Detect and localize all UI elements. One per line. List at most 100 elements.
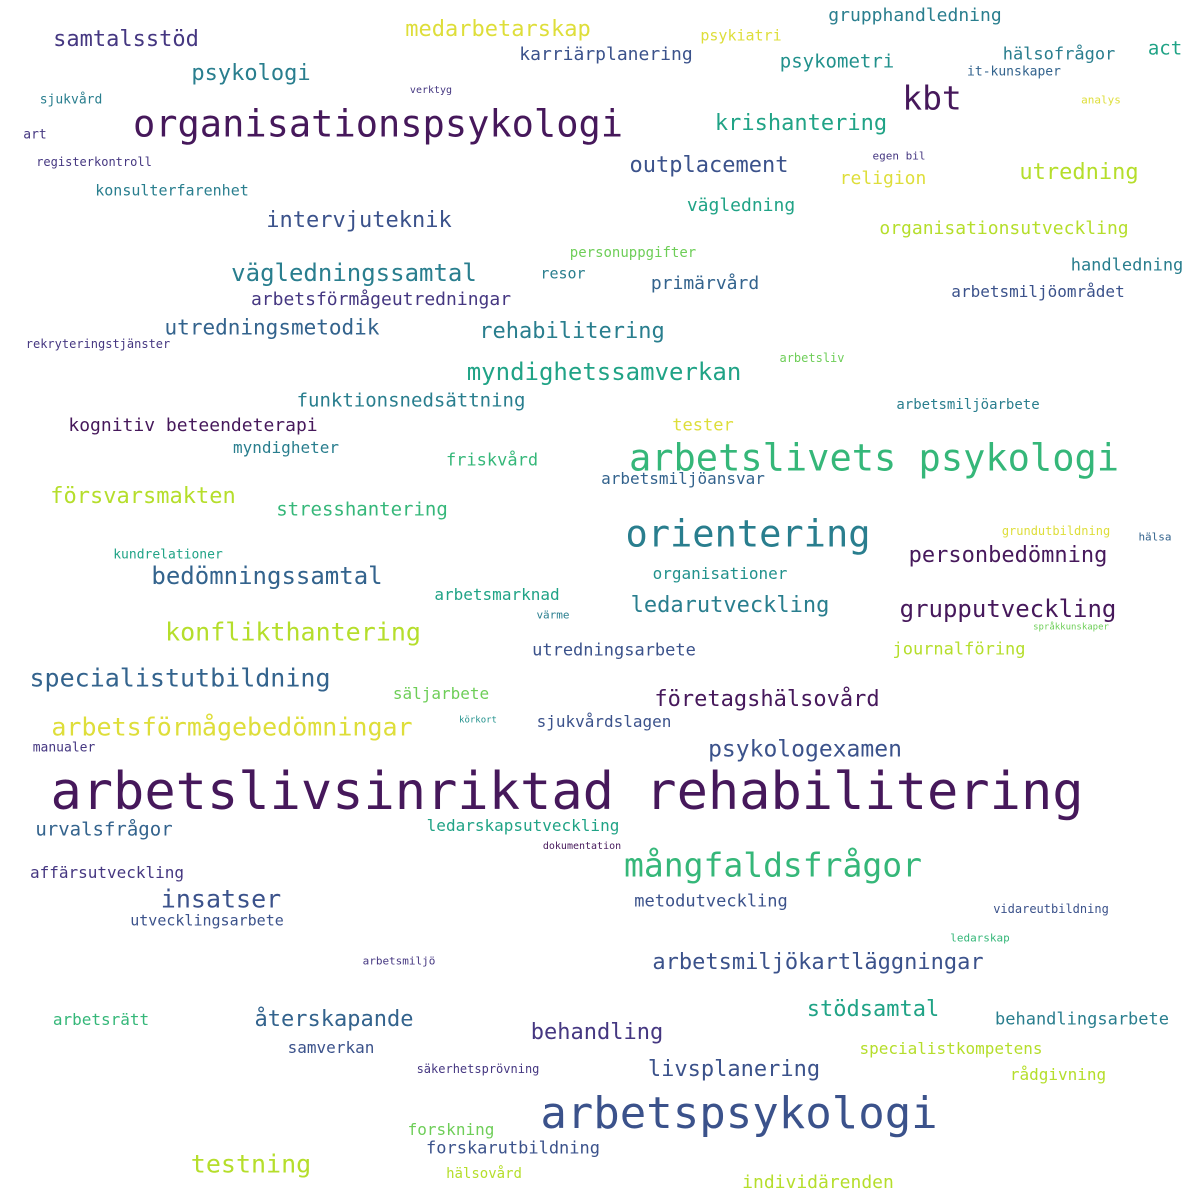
cloud-word: sjukvårdslagen xyxy=(536,712,672,731)
cloud-word: krishantering xyxy=(714,111,888,136)
cloud-word: grupputveckling xyxy=(899,595,1117,623)
cloud-word: ledarskapsutveckling xyxy=(426,816,620,835)
cloud-word: ledarskap xyxy=(950,931,1010,945)
cloud-word: individärenden xyxy=(742,1172,894,1193)
cloud-word: grupphandledning xyxy=(828,5,1002,26)
cloud-word: grundutbildning xyxy=(1001,524,1111,538)
cloud-word: arbetslivets psykologi xyxy=(628,436,1120,480)
cloud-word: stödsamtal xyxy=(806,997,940,1022)
cloud-word: psykometri xyxy=(779,50,895,73)
cloud-word: kognitiv beteendeterapi xyxy=(68,415,318,436)
cloud-word: sjukvård xyxy=(39,92,103,108)
cloud-word: resor xyxy=(540,264,586,283)
cloud-word: urvalsfrågor xyxy=(35,818,173,841)
cloud-word: arbetsliv xyxy=(779,351,845,365)
cloud-word: tester xyxy=(672,415,734,436)
cloud-word: försvarsmakten xyxy=(50,484,236,509)
cloud-word: manualer xyxy=(32,740,96,756)
cloud-word: art xyxy=(23,127,47,143)
cloud-word: vägledning xyxy=(686,195,796,216)
cloud-word: analys xyxy=(1081,93,1121,107)
cloud-word: stresshantering xyxy=(276,498,448,521)
cloud-word: rehabilitering xyxy=(479,319,665,344)
cloud-word: utvecklingsarbete xyxy=(130,911,284,930)
cloud-word: religion xyxy=(839,168,927,189)
cloud-word: konflikthantering xyxy=(165,617,421,647)
cloud-word: arbetsmiljöarbete xyxy=(896,397,1040,413)
cloud-word: organisationsutveckling xyxy=(879,218,1129,239)
cloud-word: arbetsrätt xyxy=(52,1010,150,1029)
cloud-word: säljarbete xyxy=(392,684,490,703)
cloud-word: vägledningssamtal xyxy=(231,259,477,287)
cloud-word: hälsofrågor xyxy=(1002,44,1116,65)
cloud-word: myndigheter xyxy=(233,438,339,457)
cloud-word: organisationer xyxy=(652,564,788,583)
cloud-word: outplacement xyxy=(629,153,789,178)
cloud-word: insatser xyxy=(160,884,282,914)
cloud-word: metodutveckling xyxy=(634,891,788,912)
cloud-word: intervjuteknik xyxy=(266,208,452,233)
cloud-word: forskarutbildning xyxy=(426,1138,600,1159)
cloud-word: arbetsförmågebedömningar xyxy=(51,712,413,742)
cloud-word: vidareutbildning xyxy=(993,902,1109,916)
cloud-word: mångfaldsfrågor xyxy=(623,845,923,885)
cloud-word: karriärplanering xyxy=(519,44,693,65)
cloud-word: konsulterfarenhet xyxy=(95,181,249,200)
cloud-word: kbt xyxy=(902,78,962,118)
cloud-word: arbetsmiljö xyxy=(362,954,436,968)
cloud-word: personuppgifter xyxy=(569,245,697,261)
cloud-word: körkort xyxy=(459,715,497,726)
cloud-word: handledning xyxy=(1070,255,1184,276)
cloud-word: utredningsmetodik xyxy=(164,315,380,340)
cloud-word: act xyxy=(1147,37,1183,60)
cloud-word: värme xyxy=(536,608,570,622)
cloud-word: friskvård xyxy=(445,450,539,471)
cloud-word: rekryteringstjänster xyxy=(25,337,171,351)
cloud-word: registerkontroll xyxy=(36,155,152,169)
cloud-word: samverkan xyxy=(287,1038,375,1057)
cloud-word: hälsovård xyxy=(446,1166,522,1182)
cloud-word: livsplanering xyxy=(647,1057,821,1082)
cloud-word: säkerhetsprövning xyxy=(416,1062,540,1076)
cloud-word: dokumentation xyxy=(542,841,622,852)
cloud-word: rådgivning xyxy=(1009,1065,1107,1084)
cloud-word: bedömningssamtal xyxy=(151,562,383,590)
cloud-word: personbedömning xyxy=(908,543,1108,568)
cloud-word: kundrelationer xyxy=(113,547,223,563)
cloud-word: testning xyxy=(190,1149,312,1179)
cloud-word: återskapande xyxy=(254,1007,414,1032)
cloud-word: företagshälsovård xyxy=(654,687,880,712)
cloud-word: arbetsmiljökartläggningar xyxy=(652,950,984,975)
cloud-word: egen bil xyxy=(872,149,926,163)
cloud-word: arbetsförmågeutredningar xyxy=(250,289,512,310)
cloud-word: utredning xyxy=(1019,160,1139,185)
cloud-word: affärsutveckling xyxy=(29,863,185,882)
cloud-word: arbetslivsinriktad rehabilitering xyxy=(50,762,1084,822)
cloud-word: samtalsstöd xyxy=(53,27,199,52)
cloud-word: funktionsnedsättning xyxy=(296,389,526,412)
cloud-word: organisationspsykologi xyxy=(132,102,624,146)
cloud-word: it-kunskaper xyxy=(967,64,1061,80)
cloud-word: ledarutveckling xyxy=(630,593,830,618)
cloud-word: behandling xyxy=(530,1020,664,1045)
cloud-word: språkkunskaper xyxy=(1033,622,1109,633)
cloud-word: arbetsmiljöområdet xyxy=(951,282,1125,301)
cloud-word: specialistutbildning xyxy=(29,663,331,693)
cloud-word: utredningsarbete xyxy=(532,640,696,661)
cloud-word: psykologi xyxy=(191,61,311,86)
cloud-word: forskning xyxy=(407,1120,495,1139)
cloud-word: arbetsmiljöansvar xyxy=(601,469,765,488)
cloud-word: medarbetarskap xyxy=(405,17,591,42)
cloud-word: arbetsmarknad xyxy=(434,585,560,604)
cloud-word: psykiatri xyxy=(700,26,782,45)
cloud-word: behandlingsarbete xyxy=(995,1009,1169,1030)
cloud-word: orientering xyxy=(625,512,871,556)
cloud-word: verktyg xyxy=(409,85,453,96)
cloud-word: specialistkompetens xyxy=(859,1039,1043,1058)
cloud-word: psykologexamen xyxy=(708,736,902,763)
cloud-word: myndighetssamverkan xyxy=(466,358,742,386)
cloud-word: hälsa xyxy=(1138,530,1172,544)
cloud-word: primärvård xyxy=(650,273,760,294)
cloud-word: arbetspsykologi xyxy=(540,1088,938,1139)
